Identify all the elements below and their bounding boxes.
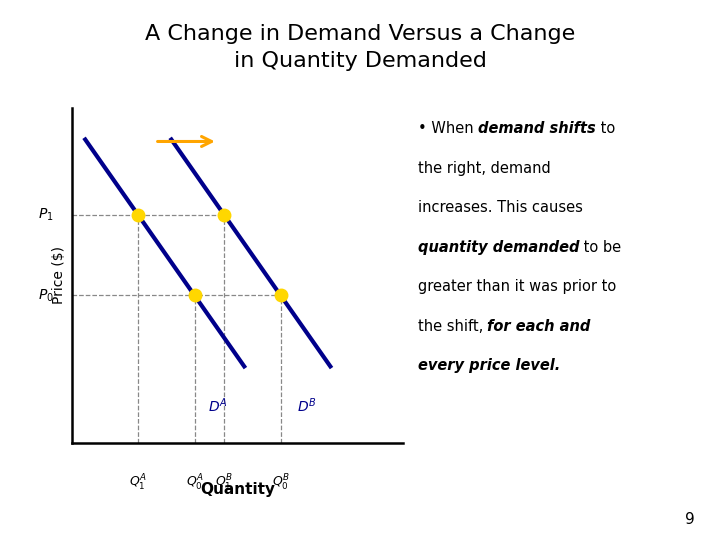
Text: increases. This causes: increases. This causes <box>418 200 582 215</box>
Y-axis label: Price ($): Price ($) <box>53 246 66 305</box>
Text: • When: • When <box>418 122 478 137</box>
Text: the right, demand: the right, demand <box>418 161 550 176</box>
Text: $P_1$: $P_1$ <box>38 207 54 224</box>
Text: to be: to be <box>579 240 621 255</box>
Text: every price level.: every price level. <box>418 359 560 374</box>
Text: $P_0$: $P_0$ <box>38 287 54 303</box>
Text: $Q_1^B$: $Q_1^B$ <box>215 473 233 493</box>
Text: demand shifts: demand shifts <box>478 122 595 137</box>
Text: quantity demanded: quantity demanded <box>418 240 579 255</box>
Text: $D^B$: $D^B$ <box>297 397 317 415</box>
Text: $D^A$: $D^A$ <box>208 397 228 415</box>
Text: in Quantity Demanded: in Quantity Demanded <box>233 51 487 71</box>
Text: the shift,: the shift, <box>418 319 487 334</box>
Text: 9: 9 <box>685 511 695 526</box>
X-axis label: Quantity: Quantity <box>200 482 275 497</box>
Text: greater than it was prior to: greater than it was prior to <box>418 279 616 294</box>
Text: A Change in Demand Versus a Change: A Change in Demand Versus a Change <box>145 24 575 44</box>
Text: $Q_0^B$: $Q_0^B$ <box>271 473 289 493</box>
Text: $Q_0^A$: $Q_0^A$ <box>186 473 204 493</box>
Text: for each and: for each and <box>487 319 591 334</box>
Text: to: to <box>595 122 615 137</box>
Text: $Q_1^A$: $Q_1^A$ <box>129 473 148 493</box>
